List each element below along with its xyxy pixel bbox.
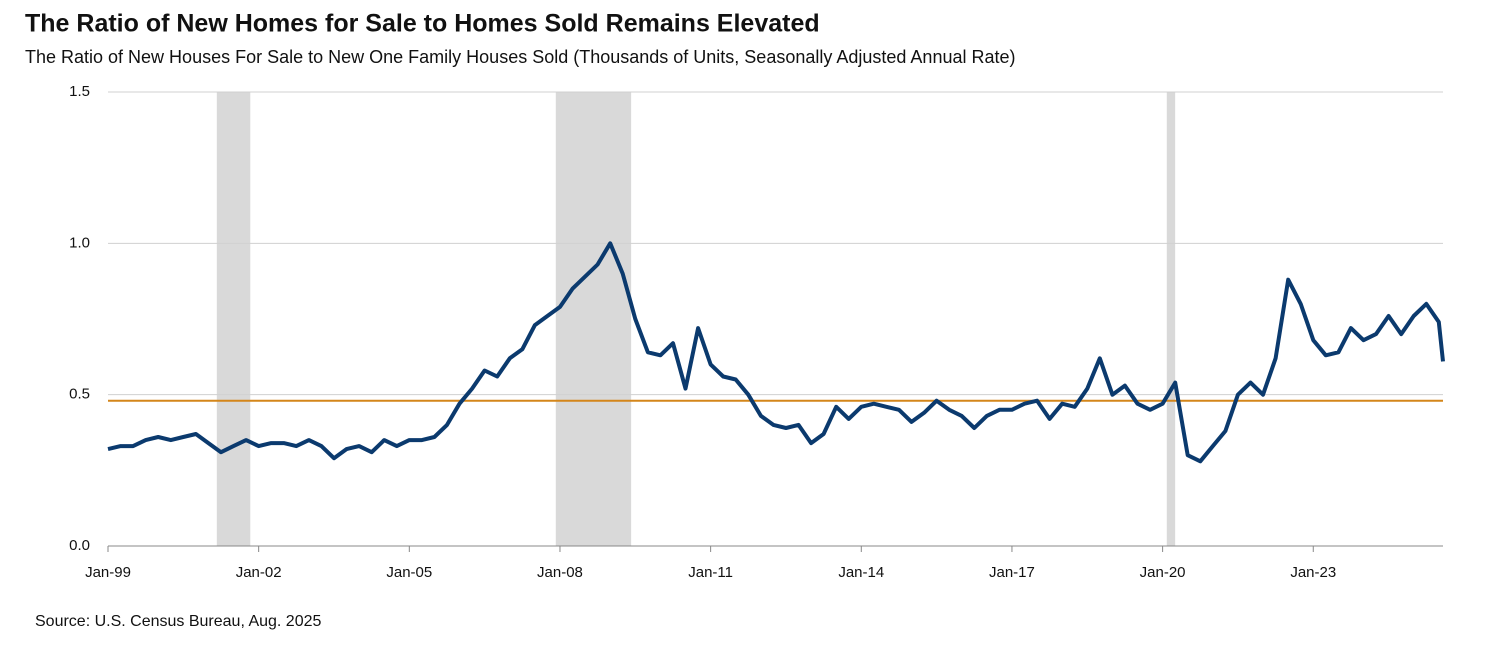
recession-band bbox=[1166, 92, 1176, 546]
x-tick-label: Jan-05 bbox=[386, 564, 432, 581]
y-tick-label: 1.5 bbox=[69, 83, 90, 100]
y-tick-label: 0.0 bbox=[69, 537, 90, 554]
x-tick-label: Jan-99 bbox=[85, 564, 131, 581]
chart-title: The Ratio of New Homes for Sale to Homes… bbox=[25, 10, 820, 38]
y-tick-label: 1.0 bbox=[69, 234, 90, 251]
source-note: Source: U.S. Census Bureau, Aug. 2025 bbox=[35, 613, 322, 630]
x-tick-label: Jan-02 bbox=[236, 564, 282, 581]
x-tick-label: Jan-23 bbox=[1290, 564, 1336, 581]
data-line bbox=[107, 241, 1445, 464]
y-tick-label: 0.5 bbox=[69, 386, 90, 403]
x-tick-label: Jan-11 bbox=[688, 564, 733, 581]
x-tick-label: Jan-14 bbox=[838, 564, 884, 581]
x-tick-label: Jan-08 bbox=[537, 564, 583, 581]
x-tick-label: Jan-20 bbox=[1140, 564, 1186, 581]
x-tick-label: Jan-17 bbox=[989, 564, 1035, 581]
recession-band bbox=[216, 92, 251, 546]
chart-subtitle: The Ratio of New Houses For Sale to New … bbox=[25, 47, 1016, 67]
recession-band bbox=[555, 92, 632, 546]
